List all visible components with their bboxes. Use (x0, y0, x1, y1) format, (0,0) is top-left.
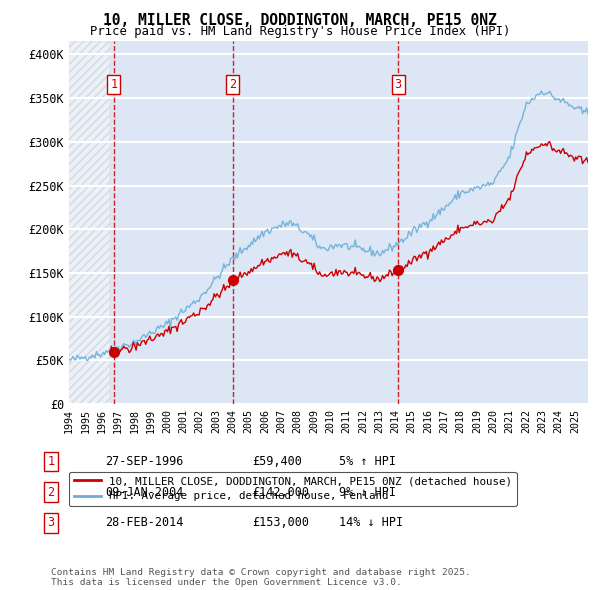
Text: 9% ↓ HPI: 9% ↓ HPI (339, 486, 396, 499)
Text: 3: 3 (394, 78, 401, 91)
Text: £59,400: £59,400 (252, 455, 302, 468)
Text: 09-JAN-2004: 09-JAN-2004 (105, 486, 184, 499)
Text: 28-FEB-2014: 28-FEB-2014 (105, 516, 184, 529)
Legend: 10, MILLER CLOSE, DODDINGTON, MARCH, PE15 0NZ (detached house), HPI: Average pri: 10, MILLER CLOSE, DODDINGTON, MARCH, PE1… (69, 471, 517, 506)
Text: 14% ↓ HPI: 14% ↓ HPI (339, 516, 403, 529)
Text: 3: 3 (47, 516, 55, 529)
Text: 2: 2 (229, 78, 236, 91)
Text: £153,000: £153,000 (252, 516, 309, 529)
Text: 5% ↑ HPI: 5% ↑ HPI (339, 455, 396, 468)
Text: £142,000: £142,000 (252, 486, 309, 499)
Text: 27-SEP-1996: 27-SEP-1996 (105, 455, 184, 468)
Text: 10, MILLER CLOSE, DODDINGTON, MARCH, PE15 0NZ: 10, MILLER CLOSE, DODDINGTON, MARCH, PE1… (103, 13, 497, 28)
Text: Price paid vs. HM Land Registry's House Price Index (HPI): Price paid vs. HM Land Registry's House … (90, 25, 510, 38)
Text: Contains HM Land Registry data © Crown copyright and database right 2025.
This d: Contains HM Land Registry data © Crown c… (51, 568, 471, 587)
Text: 1: 1 (47, 455, 55, 468)
Text: 1: 1 (110, 78, 117, 91)
Text: 2: 2 (47, 486, 55, 499)
